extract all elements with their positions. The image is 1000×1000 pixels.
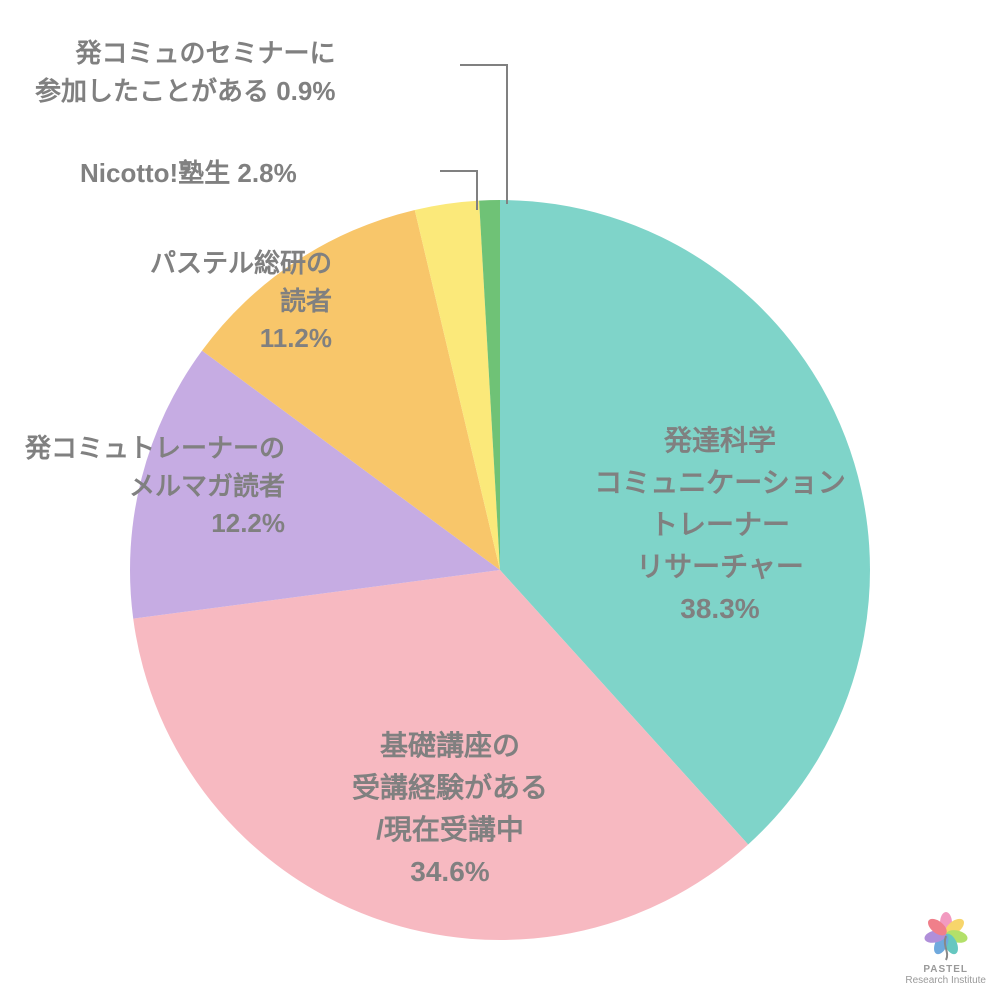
brand-logo: PASTEL Research Institute: [905, 910, 986, 986]
pie-chart: 発達科学コミュニケーショントレーナーリサーチャー38.3% 基礎講座の受講経験があ…: [0, 0, 1000, 1000]
label-s1: 発達科学コミュニケーショントレーナーリサーチャー38.3%: [594, 420, 845, 630]
logo-icon: [916, 910, 976, 962]
label-s6: 発コミュのセミナーに参加したことがある 0.9%: [35, 35, 336, 110]
leader-s6: [460, 65, 507, 204]
label-s5: Nicotto!塾生 2.8%: [80, 155, 297, 193]
logo-line1: PASTEL: [905, 964, 986, 975]
label-s2: 基礎講座の受講経験がある/現在受講中34.6%: [352, 725, 548, 893]
label-s3: 発コミュトレーナーのメルマガ読者12.2%: [25, 430, 285, 543]
label-s4: パステル総研の読者11.2%: [150, 245, 332, 358]
logo-line2: Research Institute: [905, 975, 986, 986]
